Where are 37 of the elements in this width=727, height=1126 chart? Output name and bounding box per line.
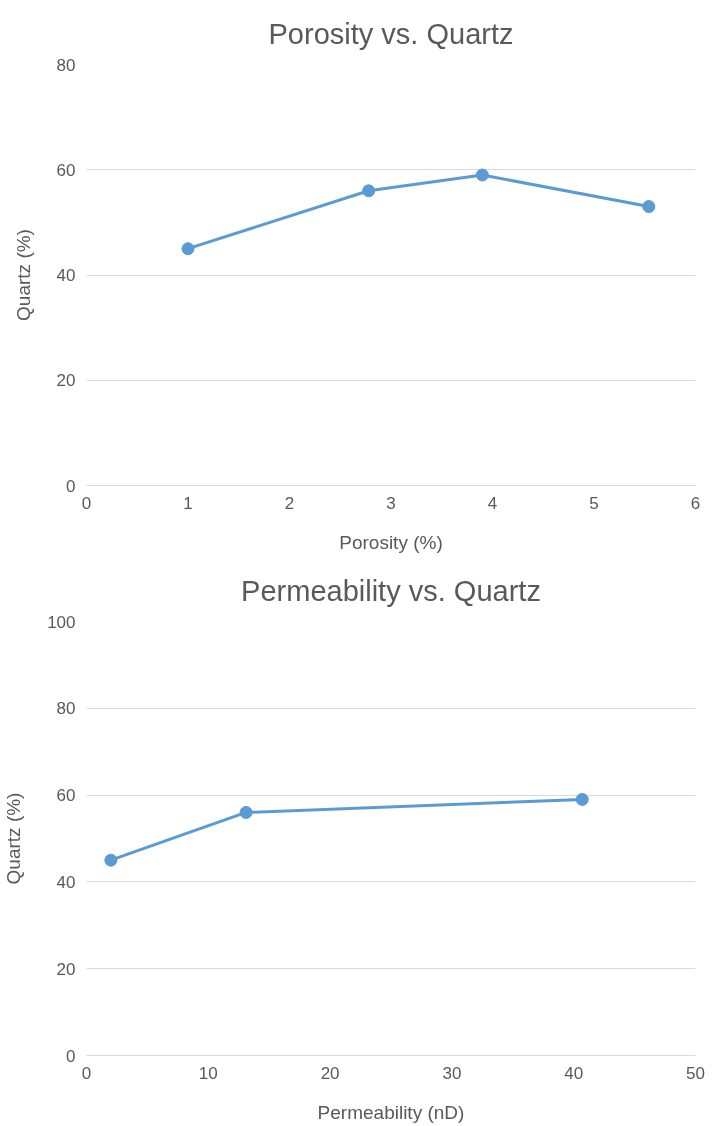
x-tick-label: 0 <box>81 1063 92 1083</box>
y-tick-label: 40 <box>56 266 76 285</box>
x-tick-label: 3 <box>386 493 396 513</box>
x-tick-label: 2 <box>284 493 295 513</box>
point <box>104 853 118 867</box>
y-tick-label: 0 <box>66 1046 76 1066</box>
y-axis-title: Quartz (%) <box>12 229 34 321</box>
x-tick-label: 10 <box>198 1063 218 1083</box>
point <box>475 168 489 182</box>
x-axis-title: Porosity (%) <box>339 531 443 553</box>
y-tick-label: 20 <box>56 959 76 979</box>
y-tick-label: 80 <box>56 55 76 75</box>
x-tick-label: 40 <box>564 1063 584 1083</box>
y-tick-label: 100 <box>47 612 76 632</box>
point <box>642 200 656 214</box>
x-tick-label: 20 <box>320 1063 340 1083</box>
point <box>575 792 589 806</box>
y-tick-label: 40 <box>56 872 76 892</box>
x-tick-label: 30 <box>442 1063 462 1083</box>
point <box>239 805 253 819</box>
y-axis-title: Quartz (%) <box>3 792 25 885</box>
y-tick-label: 60 <box>56 786 76 806</box>
x-tick-label: 5 <box>589 493 599 513</box>
x-tick-label: 4 <box>487 493 498 513</box>
x-tick-label: 50 <box>686 1063 705 1083</box>
chart-title: Porosity vs. Quartz <box>268 17 514 50</box>
x-axis-title: Permeability (nD) <box>317 1101 465 1123</box>
y-tick-label: 60 <box>56 160 76 180</box>
x-tick-label: 6 <box>690 493 701 513</box>
x-tick-label: 0 <box>81 493 92 513</box>
y-tick-label: 80 <box>56 699 76 719</box>
point <box>181 242 195 256</box>
point <box>362 184 376 198</box>
chart-title: Permeability vs. Quartz <box>241 574 541 607</box>
x-tick-label: 1 <box>183 493 193 513</box>
y-tick-label: 0 <box>66 476 76 496</box>
y-tick-label: 20 <box>56 371 76 391</box>
